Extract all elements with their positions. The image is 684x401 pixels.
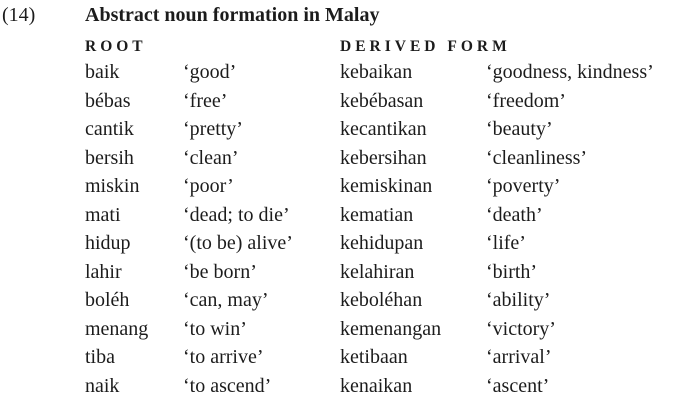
root-gloss: ‘pretty’ [183, 118, 243, 140]
derived-gloss: ‘arrival’ [486, 346, 552, 368]
noun-formation-table: ROOT DERIVED FORM baik ‘good’ kebaikan ‘… [85, 35, 684, 400]
root-gloss: ‘good’ [183, 61, 237, 83]
root-word: naik [85, 374, 120, 397]
root-word: bersih [85, 146, 134, 169]
root-word: cantik [85, 118, 134, 140]
derived-gloss: ‘ascent’ [486, 374, 550, 397]
root-gloss: ‘to win’ [183, 317, 247, 340]
root-word: tiba [85, 346, 115, 368]
root-word: boléh [85, 289, 130, 311]
derived-gloss: ‘poverty’ [486, 175, 561, 197]
root-gloss: ‘can, may’ [183, 289, 269, 311]
table-row: boléh ‘can, may’ keboléhan ‘ability’ [85, 286, 684, 315]
root-gloss: ‘clean’ [183, 146, 239, 169]
root-gloss: ‘to ascend’ [183, 374, 272, 397]
root-gloss: ‘free’ [183, 89, 228, 112]
table-row: mati ‘dead; to die’ kematian ‘death’ [85, 201, 684, 230]
table-row: menang ‘to win’ kemenangan ‘victory’ [85, 315, 684, 344]
table-row: bébas ‘free’ kebébasan ‘freedom’ [85, 87, 684, 116]
derived-word: kemiskinan [340, 175, 433, 197]
derived-gloss: ‘life’ [486, 232, 526, 254]
column-header-derived-form: DERIVED FORM [340, 38, 511, 55]
derived-gloss: ‘goodness, kindness’ [486, 61, 654, 83]
example-title-line: (14) Abstract noun formation in Malay [2, 2, 684, 28]
derived-gloss: ‘ability’ [486, 289, 551, 311]
column-header-root: ROOT [85, 38, 147, 55]
derived-word: kematian [340, 203, 414, 226]
derived-word: kebébasan [340, 89, 424, 112]
derived-word: kebaikan [340, 61, 413, 83]
derived-gloss: ‘victory’ [486, 317, 556, 340]
table-row: miskin ‘poor’ kemiskinan ‘poverty’ [85, 172, 684, 201]
table-row: baik ‘good’ kebaikan ‘goodness, kindness… [85, 58, 684, 87]
derived-word: keboléhan [340, 289, 423, 311]
derived-gloss: ‘death’ [486, 203, 543, 226]
derived-gloss: ‘freedom’ [486, 89, 566, 112]
derived-word: kebersihan [340, 146, 427, 169]
derived-word: kelahiran [340, 260, 415, 283]
table-row: tiba ‘to arrive’ ketibaan ‘arrival’ [85, 343, 684, 372]
table-row: hidup ‘(to be) alive’ kehidupan ‘life’ [85, 229, 684, 258]
table-row: cantik ‘pretty’ kecantikan ‘beauty’ [85, 115, 684, 144]
root-word: baik [85, 61, 120, 83]
page-title: Abstract noun formation in Malay [85, 4, 380, 26]
root-gloss: ‘to arrive’ [183, 346, 264, 368]
root-word: lahir [85, 260, 122, 283]
table-row: lahir ‘be born’ kelahiran ‘birth’ [85, 258, 684, 287]
derived-gloss: ‘beauty’ [486, 118, 553, 140]
table-header-row: ROOT DERIVED FORM [85, 35, 684, 58]
root-gloss: ‘dead; to die’ [183, 203, 290, 226]
root-word: menang [85, 317, 149, 340]
root-word: bébas [85, 89, 131, 112]
root-gloss: ‘be born’ [183, 260, 257, 283]
example-number: (14) [2, 4, 36, 26]
table-row: bersih ‘clean’ kebersihan ‘cleanliness’ [85, 144, 684, 173]
table-row: naik ‘to ascend’ kenaikan ‘ascent’ [85, 372, 684, 401]
root-word: miskin [85, 175, 140, 197]
root-word: mati [85, 203, 121, 226]
derived-word: kenaikan [340, 374, 413, 397]
derived-word: kecantikan [340, 118, 427, 140]
derived-gloss: ‘cleanliness’ [486, 146, 588, 169]
derived-word: kehidupan [340, 232, 424, 254]
root-word: hidup [85, 232, 131, 254]
root-gloss: ‘(to be) alive’ [183, 232, 293, 254]
derived-word: ketibaan [340, 346, 408, 368]
root-gloss: ‘poor’ [183, 175, 234, 197]
derived-word: kemenangan [340, 317, 442, 340]
derived-gloss: ‘birth’ [486, 260, 538, 283]
